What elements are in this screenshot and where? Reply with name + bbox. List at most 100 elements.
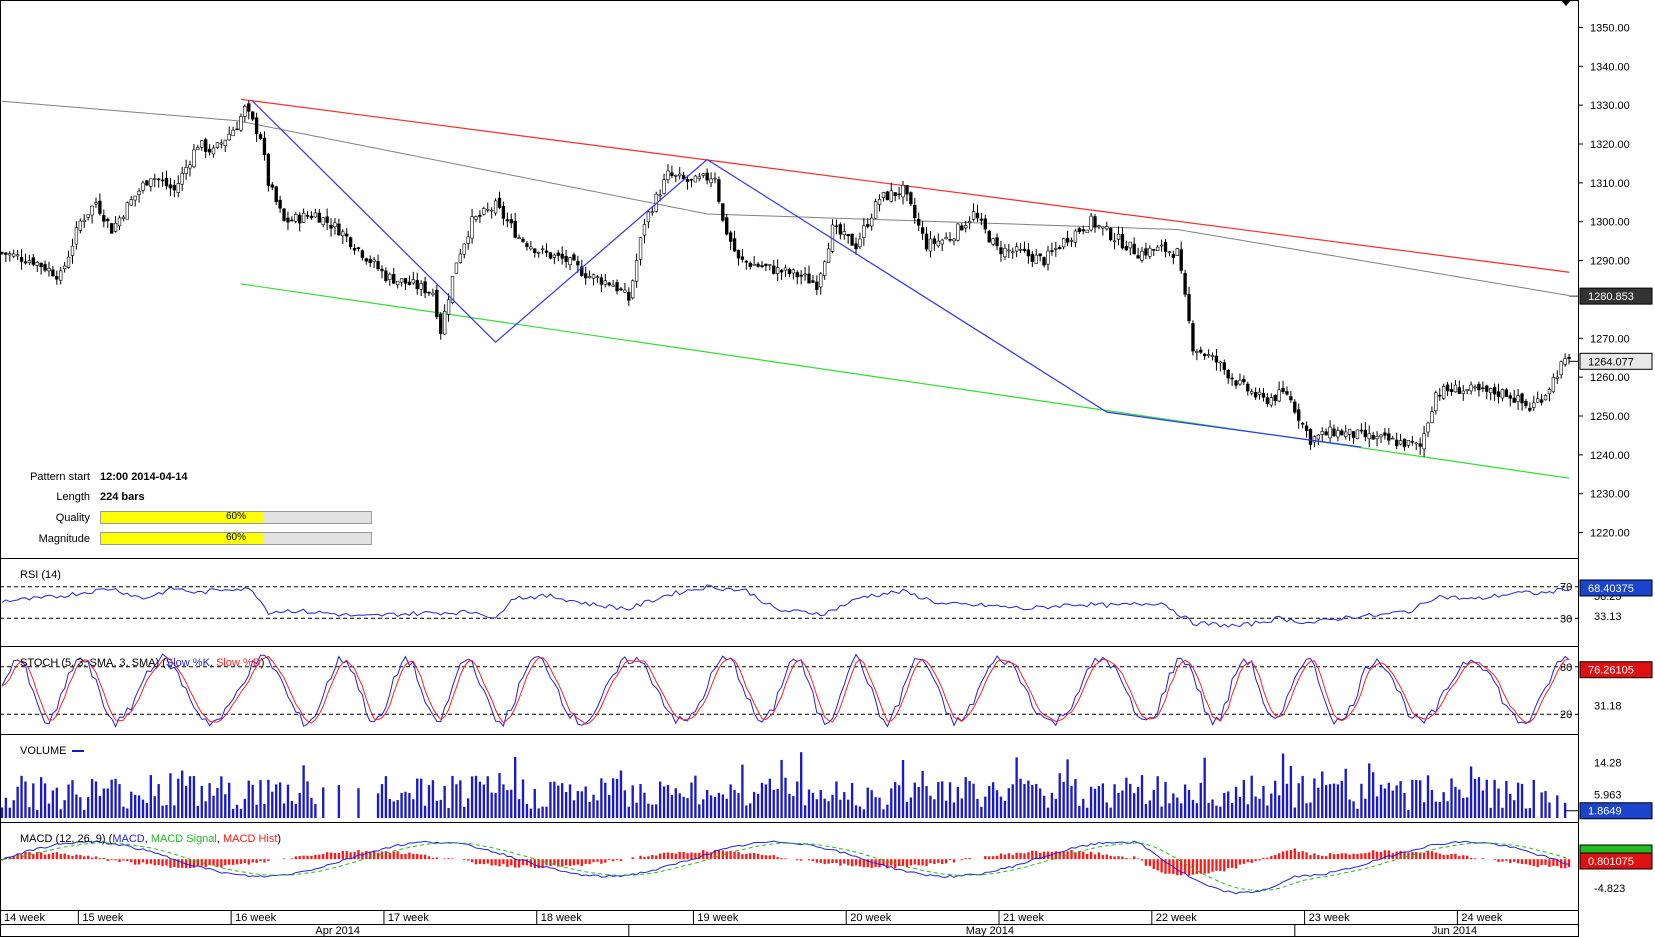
macd-hist-bar <box>329 852 333 860</box>
candle-body <box>666 170 670 180</box>
candle-body <box>329 225 333 229</box>
macd-hist-bar <box>79 855 82 860</box>
volume-bar <box>126 808 129 818</box>
macd-hist-bar <box>568 859 572 867</box>
volume-bar <box>1164 781 1167 818</box>
volume-bar <box>1395 785 1398 818</box>
macd-hist-bar <box>224 859 227 866</box>
candle-body <box>846 233 850 237</box>
candle-body <box>1398 440 1403 445</box>
candle-body <box>1014 246 1019 252</box>
price-label-text: 1280.853 <box>1588 291 1634 303</box>
candle-body <box>1018 249 1023 251</box>
macd-hist-bar <box>486 859 489 864</box>
price-tick-label: 1240.00 <box>1590 450 1630 462</box>
macd-hist-bar <box>106 859 109 862</box>
stoch-level-label: 80 <box>1560 662 1572 674</box>
volume-bar <box>678 793 681 818</box>
volume-bar <box>643 792 646 818</box>
macd-hist-bar <box>1340 853 1343 860</box>
candle-body <box>1277 389 1281 402</box>
macd-hist-bar <box>1403 851 1406 860</box>
volume-bar <box>59 809 62 818</box>
volume-bar <box>1289 765 1293 818</box>
volume-bar <box>1238 797 1242 818</box>
volume-bar <box>1246 804 1249 818</box>
stoch-indicator: 80 20 31.18 76.26105 <box>0 653 1653 728</box>
price-label-box <box>1579 287 1653 305</box>
macd-hist-bar <box>592 859 595 863</box>
macd-hist-bar <box>615 859 619 861</box>
volume-bar <box>913 782 916 818</box>
week-label: 15 week <box>82 912 123 924</box>
macd-hist-bar <box>905 859 909 868</box>
candle-body <box>493 200 498 214</box>
candle-body <box>924 233 929 250</box>
macd-hist-bar <box>760 854 764 860</box>
candle-body <box>266 153 271 186</box>
volume-bar <box>98 796 102 818</box>
volume-bar <box>764 784 768 818</box>
candle-body <box>650 211 654 214</box>
volume-bar <box>161 805 164 818</box>
macd-hist-bar <box>1379 851 1383 860</box>
candle-body <box>446 299 451 315</box>
volume-bar <box>1129 783 1132 818</box>
volume-bar <box>768 778 772 818</box>
price-tick-label: 1300.00 <box>1590 217 1630 229</box>
candle-body <box>219 142 224 145</box>
volume-bar <box>1215 805 1218 818</box>
volume-bar <box>71 780 74 818</box>
candle-body <box>779 269 784 273</box>
volume-bar <box>615 778 619 818</box>
volume-bar <box>631 785 634 818</box>
volume-bar <box>1301 775 1304 818</box>
volume-bar <box>1219 806 1222 818</box>
candle-body <box>352 247 357 251</box>
volume-bar <box>1187 790 1191 818</box>
volume-bar <box>1105 802 1108 818</box>
dropdown-marker-icon[interactable] <box>1561 0 1571 6</box>
candle-body <box>1332 428 1336 436</box>
candle-body <box>478 214 482 217</box>
macd-hist-bar <box>235 859 239 865</box>
macd-hist-bar <box>1481 858 1485 860</box>
candle-body <box>333 222 337 228</box>
volume-bar <box>1360 783 1363 818</box>
candle-body <box>431 292 435 295</box>
macd-hist-bar <box>122 859 125 861</box>
macd-hist-bar <box>75 854 78 860</box>
candle-body <box>901 184 905 198</box>
macd-hist-bar <box>886 859 889 869</box>
volume-bar <box>639 784 642 818</box>
macd-hist-bar <box>86 855 90 860</box>
stoch-d-legend: Slow %D <box>216 657 261 669</box>
macd-hist-bar <box>1321 855 1324 860</box>
volume-bar <box>819 790 822 818</box>
macd-hist-bar <box>1368 852 1371 860</box>
macd-hist-bar <box>510 859 513 866</box>
volume-bar <box>784 777 787 818</box>
candle-body <box>172 184 177 191</box>
candle-body <box>815 281 819 290</box>
volume-bar <box>799 752 803 818</box>
candle-body <box>1163 242 1168 252</box>
rsi-panel <box>0 558 1579 647</box>
macd-indicator: -4.823 0.801075 <box>0 840 1653 895</box>
candle-body <box>619 288 623 291</box>
volume-bar <box>537 808 540 818</box>
candle-body <box>1058 247 1062 249</box>
candle-body <box>740 256 745 260</box>
volume-bar <box>909 797 913 818</box>
volume-bar <box>894 782 897 818</box>
candle-body <box>470 216 474 239</box>
candle-body <box>1481 387 1485 390</box>
candle-body <box>8 253 12 256</box>
volume-bar <box>1446 801 1449 818</box>
volume-bar <box>984 796 987 818</box>
macd-hist-bar <box>1466 855 1469 860</box>
volume-bar <box>937 782 940 818</box>
volume-bar <box>635 802 638 818</box>
macd-hist-bar <box>882 859 885 866</box>
candle-body <box>1434 392 1438 412</box>
